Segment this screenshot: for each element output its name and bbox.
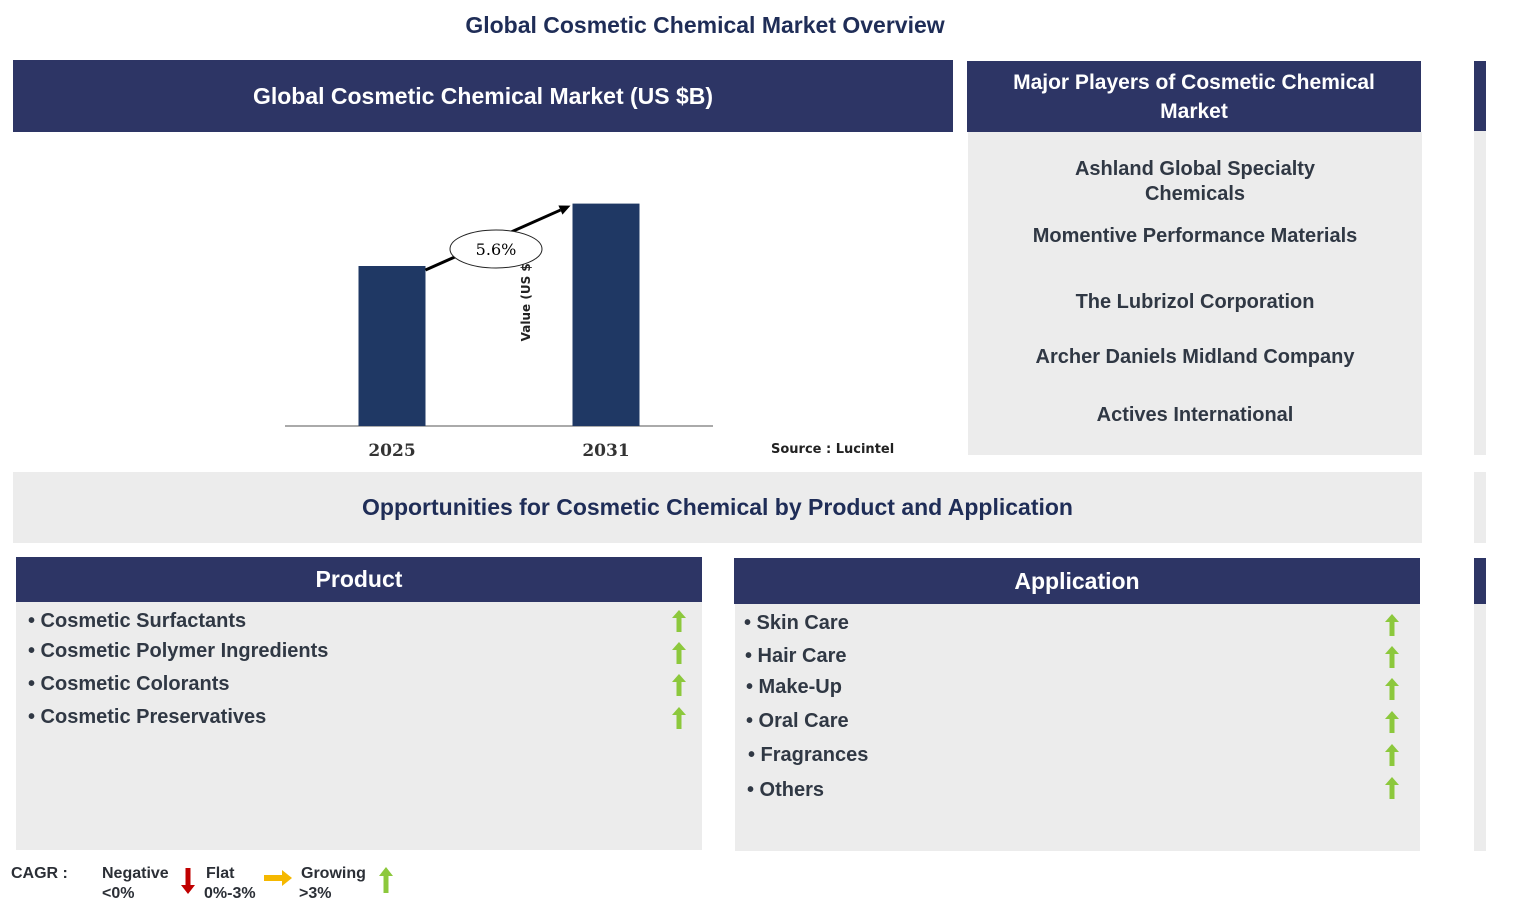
cagr-label: 5.6% bbox=[476, 240, 517, 259]
legend-flat-range: 0%-3% bbox=[204, 885, 256, 902]
application-item: • Skin Care bbox=[744, 612, 849, 634]
players-header: Major Players of Cosmetic Chemical Marke… bbox=[967, 61, 1421, 132]
legend-flat: Flat bbox=[206, 865, 235, 882]
legend-negative-range: <0% bbox=[102, 885, 135, 902]
growth-arrow-icon bbox=[1385, 646, 1399, 668]
growth-arrow-icon bbox=[1385, 614, 1399, 636]
page-title: Global Cosmetic Chemical Market Overview bbox=[465, 12, 945, 38]
trend-arrowhead bbox=[558, 205, 571, 215]
growth-arrow-icon bbox=[672, 707, 686, 729]
application-header: Application bbox=[734, 558, 1420, 604]
legend-growing: Growing bbox=[301, 865, 366, 882]
growth-arrow-icon bbox=[672, 610, 686, 632]
product-item: • Cosmetic Surfactants bbox=[28, 610, 247, 632]
up-arrow-icon bbox=[379, 867, 393, 893]
edge-stripe bbox=[1474, 558, 1486, 604]
growth-arrow-icon bbox=[1385, 744, 1399, 766]
bar-2031 bbox=[572, 203, 640, 426]
growth-arrow-icon bbox=[1385, 678, 1399, 700]
x-tick-2031: 2031 bbox=[582, 441, 629, 461]
x-tick-2025: 2025 bbox=[368, 441, 415, 461]
application-item: • Others bbox=[747, 779, 825, 801]
edge-stripe bbox=[1474, 131, 1486, 455]
product-panel: • Cosmetic Surfactants • Cosmetic Polyme… bbox=[16, 602, 702, 850]
bar-chart: Value (US $B) 5.6% 2025 2031 bbox=[285, 203, 713, 461]
player-item: The Lubrizol Corporation bbox=[1075, 291, 1315, 313]
y-axis-label: Value (US $B) bbox=[519, 249, 533, 342]
cagr-ellipse bbox=[449, 229, 543, 269]
growth-arrow-icon bbox=[672, 642, 686, 664]
player-item: Momentive Performance Materials bbox=[1032, 225, 1358, 247]
legend-growing-range: >3% bbox=[299, 885, 332, 902]
edge-stripe bbox=[1474, 472, 1486, 543]
edge-stripe bbox=[1474, 604, 1486, 851]
opportunities-title: Opportunities for Cosmetic Chemical by P… bbox=[13, 472, 1422, 543]
application-item: • Oral Care bbox=[746, 710, 849, 732]
source-note: Source : Lucintel bbox=[771, 442, 895, 457]
player-item: Archer Daniels Midland Company bbox=[1035, 346, 1355, 368]
product-item: • Cosmetic Polymer Ingredients bbox=[28, 640, 329, 662]
product-header: Product bbox=[16, 557, 702, 602]
players-panel: Ashland Global Specialty Chemicals Momen… bbox=[968, 132, 1422, 455]
product-item: • Cosmetic Preservatives bbox=[28, 706, 267, 728]
cagr-legend: CAGR : Negative <0% Flat 0%-3% Growing >… bbox=[0, 860, 420, 910]
growth-arrow-icon bbox=[1385, 777, 1399, 799]
down-arrow-icon bbox=[181, 868, 195, 894]
bar-2025 bbox=[358, 266, 426, 426]
legend-negative: Negative bbox=[102, 865, 169, 882]
legend-label: CAGR : bbox=[11, 865, 68, 882]
player-item: Ashland Global Specialty Chemicals bbox=[1074, 158, 1316, 205]
player-item: Actives International bbox=[1096, 404, 1294, 426]
right-arrow-icon bbox=[264, 870, 292, 886]
application-item: • Fragrances bbox=[748, 744, 869, 766]
chart-header: Global Cosmetic Chemical Market (US $B) bbox=[13, 60, 953, 132]
growth-arrow-icon bbox=[672, 674, 686, 696]
application-panel: • Skin Care • Hair Care • Make-Up • Oral… bbox=[735, 604, 1420, 851]
application-item: • Make-Up bbox=[746, 676, 842, 698]
application-item: • Hair Care bbox=[745, 645, 847, 667]
growth-arrow-icon bbox=[1385, 711, 1399, 733]
edge-stripe bbox=[1474, 61, 1486, 131]
product-item: • Cosmetic Colorants bbox=[28, 673, 230, 695]
